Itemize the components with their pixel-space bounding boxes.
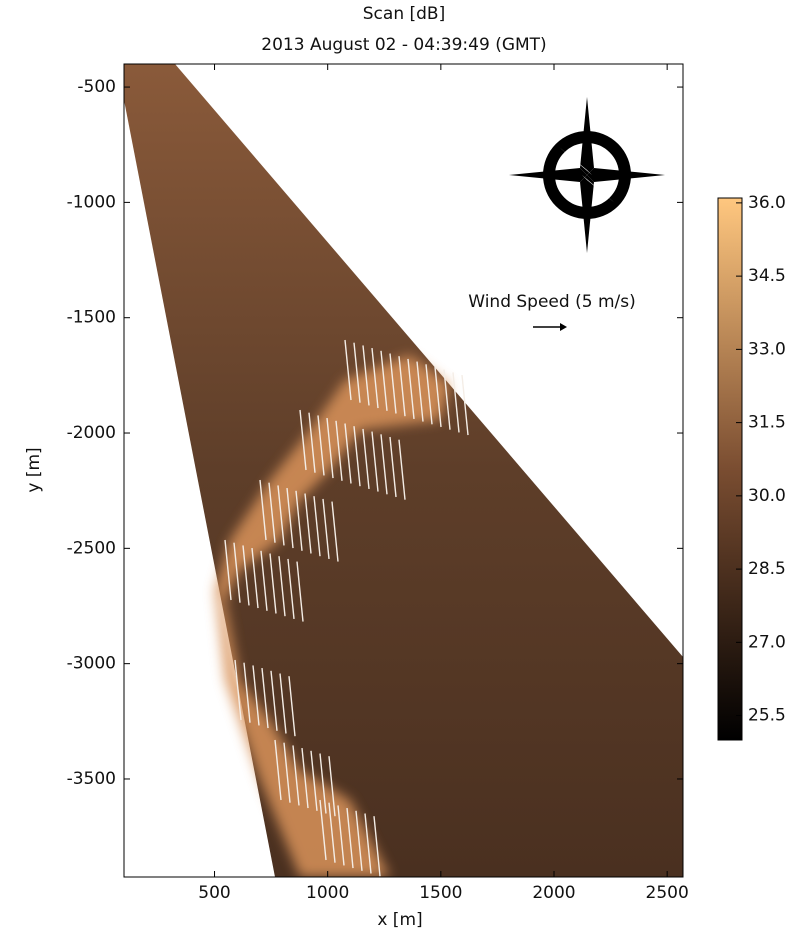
wind-vector xyxy=(373,816,381,877)
x-tick-label: 1500 xyxy=(419,883,462,903)
bright-echo xyxy=(215,355,450,877)
colorbar-tick-label: 30.0 xyxy=(748,486,786,506)
wind-vector xyxy=(283,742,291,803)
wind-vectors xyxy=(224,339,469,877)
colorbar-tick-label: 28.5 xyxy=(748,559,786,579)
wind-vector xyxy=(331,501,339,562)
wind-vector xyxy=(362,345,370,406)
wind-vector xyxy=(398,356,406,417)
wind-vector xyxy=(452,372,460,433)
wind-vector xyxy=(251,548,259,609)
wind-vector xyxy=(299,409,307,471)
wind-vector xyxy=(242,545,250,606)
wind-vector xyxy=(434,366,442,428)
wind-vector xyxy=(380,350,388,411)
wind-vector xyxy=(362,428,370,489)
colorbar xyxy=(717,197,743,741)
wind-vector xyxy=(319,799,327,861)
y-tick-label: -3500 xyxy=(67,769,116,789)
chart-subtitle: 2013 August 02 - 04:39:49 (GMT) xyxy=(261,35,546,55)
wind-vector xyxy=(328,802,336,863)
wind-vector xyxy=(322,498,330,559)
wind-vector xyxy=(295,490,303,551)
wind-vector xyxy=(252,665,260,726)
wind-vector xyxy=(301,748,309,809)
wind-vector xyxy=(425,364,433,425)
wind-vector xyxy=(286,488,294,549)
x-tick-label: 2500 xyxy=(646,883,689,903)
wind-vector xyxy=(308,412,316,473)
wind-reference-head xyxy=(560,323,567,331)
x-tick-label: 2000 xyxy=(532,883,575,903)
wind-vector xyxy=(371,431,379,492)
wind-vector xyxy=(326,418,334,479)
wind-vector xyxy=(277,485,285,546)
wind-vector xyxy=(443,369,451,430)
wind-vector xyxy=(355,810,363,871)
wind-annotation: Wind Speed (5 m/s) xyxy=(468,292,635,312)
wind-vector xyxy=(389,353,397,414)
wind-vector xyxy=(268,482,276,543)
wind-vector xyxy=(310,750,318,811)
colorbar-tick-label: 31.5 xyxy=(748,413,786,433)
wind-vector xyxy=(270,670,278,731)
wind-vector xyxy=(398,439,406,500)
wind-vector xyxy=(261,668,269,729)
wind-vector xyxy=(259,479,267,541)
colorbar-tick-label: 27.0 xyxy=(748,632,786,652)
plot-frame xyxy=(123,63,684,878)
y-tick-label: -1500 xyxy=(67,308,116,328)
x-axis-label: x [m] xyxy=(377,910,422,930)
wind-vector xyxy=(407,358,415,419)
wind-vector xyxy=(335,420,343,481)
wind-vector xyxy=(337,805,345,866)
y-tick-label: -500 xyxy=(77,77,116,97)
scan-swath xyxy=(124,64,683,877)
y-axis-label: y [m] xyxy=(24,447,44,492)
wind-vector xyxy=(288,676,296,737)
wind-vector xyxy=(389,436,397,498)
wind-vector xyxy=(353,426,361,487)
wind-vector xyxy=(346,808,354,869)
wind-vector xyxy=(233,542,241,603)
wind-vector xyxy=(313,496,321,557)
compass xyxy=(509,97,665,253)
chart-title: Scan [dB] xyxy=(363,4,445,24)
wind-vector xyxy=(344,339,352,401)
wind-vector xyxy=(269,553,277,614)
wind-vector xyxy=(380,434,388,495)
wind-vector xyxy=(278,556,286,617)
scan-image xyxy=(124,64,683,877)
wind-vector xyxy=(279,673,287,734)
wind-vector xyxy=(364,813,372,874)
wind-vector xyxy=(344,423,352,484)
y-tick-label: -2000 xyxy=(67,423,116,443)
wind-vector xyxy=(234,659,242,721)
wind-vector xyxy=(243,662,251,723)
wind-vector xyxy=(287,558,295,619)
wind-vector xyxy=(317,415,325,476)
y-tick-label: -3000 xyxy=(67,654,116,674)
wind-vector xyxy=(274,739,282,801)
y-tick-label: -2500 xyxy=(67,538,116,558)
colorbar-tick-label: 36.0 xyxy=(748,193,786,213)
wind-vector xyxy=(260,550,268,611)
x-tick-label: 1000 xyxy=(306,883,349,903)
wind-vector xyxy=(461,375,469,436)
y-tick-label: -1000 xyxy=(67,192,116,212)
wind-vector xyxy=(328,756,336,817)
colorbar-tick-label: 34.5 xyxy=(748,266,786,286)
wind-vector xyxy=(371,348,379,409)
colorbar-tick-label: 33.0 xyxy=(748,339,786,359)
wind-vector xyxy=(304,493,312,554)
wind-vector xyxy=(416,361,424,422)
wind-vector xyxy=(353,342,361,403)
wind-vector xyxy=(292,745,300,806)
x-tick-label: 500 xyxy=(198,883,230,903)
wind-vector xyxy=(296,561,304,622)
colorbar-tick-label: 25.5 xyxy=(748,706,786,726)
wind-vector xyxy=(319,753,327,814)
wind-vector xyxy=(224,539,232,601)
